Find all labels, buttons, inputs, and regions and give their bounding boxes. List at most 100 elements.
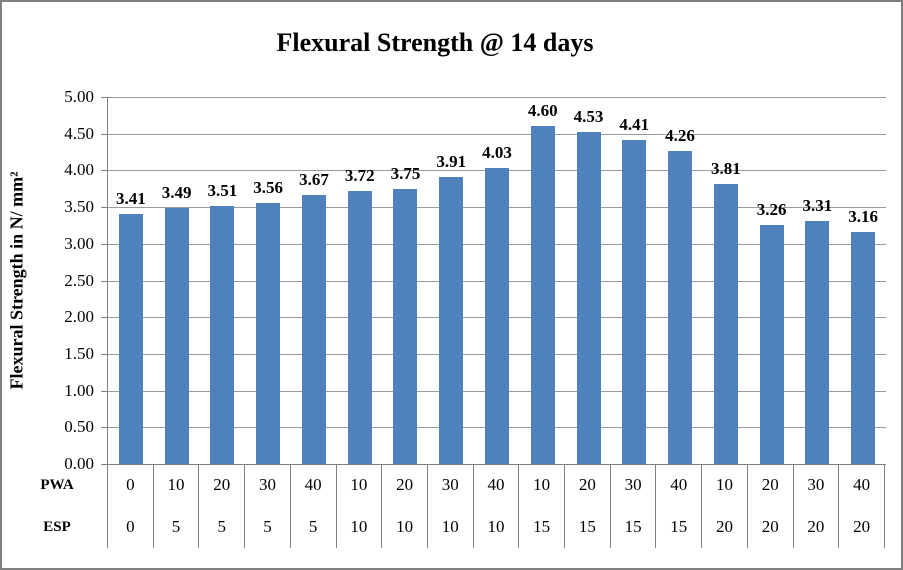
category-cell: 15	[519, 506, 566, 548]
category-cell: 10	[337, 506, 383, 548]
category-cell: 5	[199, 506, 246, 548]
bar-value-label: 3.26	[756, 199, 787, 219]
bar	[805, 221, 830, 464]
category-cell: 20	[794, 506, 840, 548]
category-cell: 20	[382, 464, 428, 506]
category-cell: 10	[154, 464, 200, 506]
bar-value-label: 4.26	[665, 126, 695, 146]
bar	[759, 224, 784, 464]
gridline	[108, 133, 886, 135]
chart-title: Flexural Strength @ 14 days	[276, 28, 594, 57]
category-cell: 40	[474, 464, 520, 506]
bar-value-label: 3.49	[161, 182, 192, 202]
y-tick-mark	[101, 353, 108, 355]
bar-value-label: 3.56	[253, 177, 284, 197]
bar	[668, 151, 693, 464]
y-axis-tick-labels: 0.00 0.50 1.00 1.50 2.00 2.50 3.00 3.50 4.00 4.50…	[32, 87, 94, 473]
category-cell: 40	[656, 464, 703, 506]
category-row: 0 5 5 5 5 10 10 10 10 15 15 15 15 20 20 20 20	[107, 506, 885, 548]
bar-value-label: 3.16	[848, 207, 878, 227]
bar	[301, 194, 326, 464]
category-cell: 40	[839, 464, 885, 506]
category-cell: 20	[702, 506, 748, 548]
gridline	[108, 97, 886, 98]
bar-value-label: 4.03	[482, 143, 512, 163]
category-cell: 10	[428, 506, 474, 548]
y-tick-label: 3.50	[64, 197, 94, 217]
y-tick-label: 0.50	[64, 417, 94, 437]
bar	[347, 190, 372, 464]
category-axis-table: 0 10 20 30 40 10 20 30 40 10 20 30 40 10 20 30 40 0 5 5 5 5 10…	[107, 464, 885, 548]
category-cell: 30	[794, 464, 840, 506]
bar	[393, 188, 418, 464]
bar	[256, 202, 281, 464]
bar	[576, 131, 601, 464]
bar	[439, 177, 464, 464]
y-tick-mark	[101, 427, 108, 429]
y-tick-label: 1.50	[64, 343, 94, 363]
y-tick-mark	[101, 243, 108, 245]
bar	[622, 140, 647, 464]
bar	[164, 207, 189, 464]
category-cell: 30	[428, 464, 474, 506]
category-cell: 5	[154, 506, 200, 548]
y-axis-title: Flexural Strength in N/ mm²	[6, 171, 27, 390]
y-tick-mark	[101, 464, 108, 465]
category-row: 0 10 20 30 40 10 20 30 40 10 20 30 40 10 20 30 40	[107, 464, 885, 506]
y-tick-mark	[101, 97, 108, 98]
category-cell: 20	[199, 464, 246, 506]
bar	[530, 126, 555, 464]
category-cell: 30	[245, 464, 291, 506]
y-tick-label: 0.00	[64, 454, 94, 473]
bar	[485, 168, 509, 464]
plot-area: 3.41 3.49 3.51 3.56 3.67 3.72 3.75 3.91 4.03 4.60…	[101, 97, 886, 465]
y-tick-label: 2.50	[64, 270, 94, 290]
category-cell: 15	[611, 506, 657, 548]
bar-value-label: 4.41	[619, 115, 650, 135]
category-row-header: ESP	[43, 519, 71, 535]
category-cell: 5	[245, 506, 291, 548]
category-cell: 20	[748, 464, 794, 506]
bar	[118, 213, 143, 464]
y-tick-label: 5.00	[64, 87, 94, 106]
category-cell: 20	[839, 506, 885, 548]
bar-value-label: 3.51	[207, 181, 238, 201]
bar	[210, 206, 235, 464]
y-tick-mark	[101, 133, 108, 135]
category-cell: 20	[565, 464, 611, 506]
category-cell: 30	[611, 464, 657, 506]
category-cell: 0	[107, 506, 154, 548]
bar	[851, 232, 876, 464]
y-tick-mark	[101, 170, 108, 172]
category-cell: 10	[702, 464, 748, 506]
category-cell: 5	[291, 506, 337, 548]
category-cell: 10	[382, 506, 428, 548]
bar-value-label: 3.75	[390, 163, 421, 183]
y-tick-mark	[101, 207, 108, 209]
bar-value-label: 3.67	[299, 169, 329, 189]
bar	[713, 184, 738, 464]
bar-value-label: 3.31	[802, 196, 833, 216]
bar-value-label: 3.91	[436, 152, 467, 172]
y-tick-mark	[101, 280, 108, 282]
y-tick-mark	[101, 317, 108, 319]
y-tick-mark	[101, 390, 108, 392]
category-cell: 15	[565, 506, 611, 548]
bar-value-label: 3.41	[116, 188, 146, 208]
category-row-header: PWA	[40, 477, 74, 493]
category-cell: 10	[519, 464, 566, 506]
y-tick-label: 2.00	[64, 307, 94, 327]
category-cell: 15	[656, 506, 703, 548]
y-tick-label: 4.00	[64, 160, 94, 180]
y-tick-label: 3.00	[64, 233, 94, 253]
category-cell: 0	[107, 464, 154, 506]
bar-value-label: 4.53	[573, 106, 604, 126]
bar-value-label: 3.81	[710, 159, 741, 179]
category-cell: 20	[748, 506, 794, 548]
category-cell: 10	[474, 506, 520, 548]
bar-value-label: 4.60	[527, 101, 558, 121]
y-tick-label: 4.50	[64, 123, 94, 143]
category-cell: 10	[337, 464, 383, 506]
y-tick-label: 1.00	[64, 380, 94, 400]
